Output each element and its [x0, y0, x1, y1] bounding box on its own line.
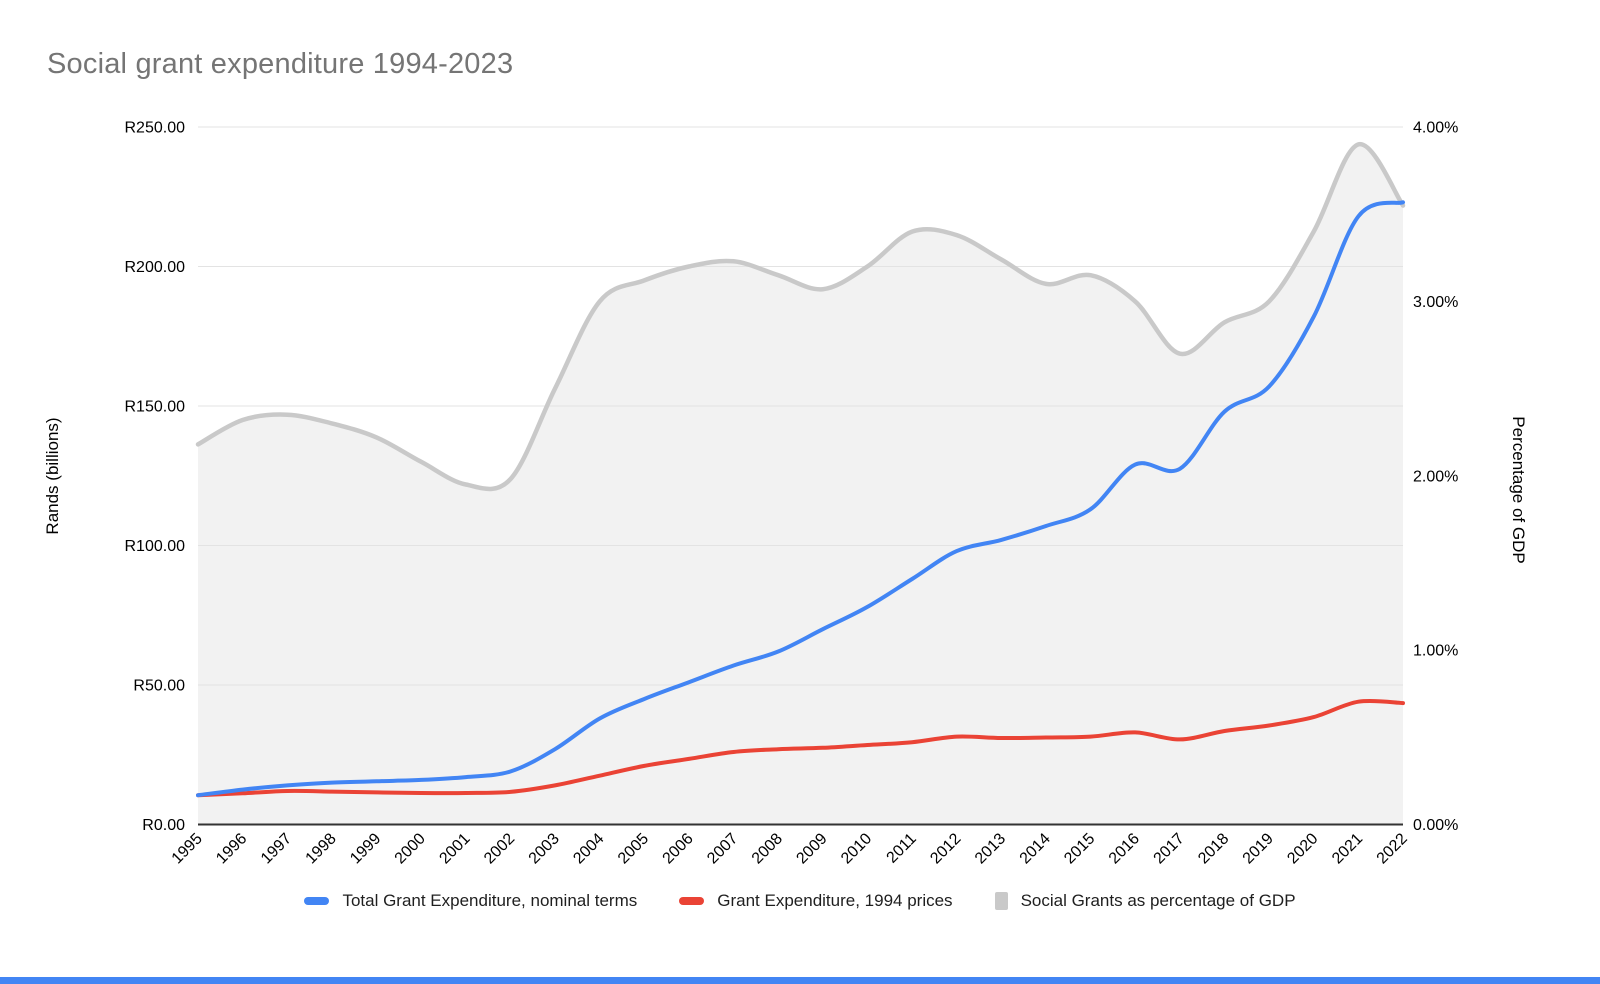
x-axis-tick-label: 2005: [615, 830, 652, 867]
x-axis-tick-label: 1999: [347, 830, 384, 867]
x-axis-tick-label: 2006: [660, 830, 697, 867]
left-axis-title: Rands (billions): [43, 417, 62, 534]
right-axis-tick-label: 4.00%: [1413, 120, 1458, 137]
chart-plot-area: R0.00 R50.00 R100.00 R150.00 R200.00 R250.00 0…: [43, 120, 1528, 868]
chart-legend: Total Grant Expenditure, nominal terms G…: [0, 891, 1600, 911]
x-axis-tick-label: 2001: [436, 830, 473, 867]
left-axis-tick-label: R50.00: [133, 678, 185, 695]
right-axis-tick-label: 3.00%: [1413, 294, 1458, 311]
x-axis-tick-label: 2012: [927, 830, 964, 867]
x-axis-tick-label: 2020: [1284, 830, 1321, 867]
x-axis-tick-label: 1995: [169, 830, 206, 867]
x-axis-tick-label: 2016: [1106, 830, 1143, 867]
x-axis-tick-label: 2013: [972, 830, 1009, 867]
x-axis-tick-label: 2004: [570, 830, 607, 867]
legend-item-nominal[interactable]: Total Grant Expenditure, nominal terms: [304, 891, 637, 911]
legend-label-gdp: Social Grants as percentage of GDP: [1020, 891, 1296, 910]
x-axis-tick-label: 2017: [1151, 830, 1188, 867]
x-axis-tick-label: 2003: [526, 830, 563, 867]
left-axis-tick-label: R150.00: [125, 399, 186, 416]
x-axis-tick-label: 2021: [1329, 830, 1366, 867]
right-axis-title: Percentage of GDP: [1509, 416, 1528, 563]
x-axis-tick-label: 2015: [1061, 830, 1098, 867]
right-axis-tick-label: 1.00%: [1413, 643, 1458, 660]
x-axis-tick-label: 2010: [838, 830, 875, 867]
series-line-nominal: [196, 200, 1405, 798]
x-axis-tick-label: 2002: [481, 830, 518, 867]
left-axis-tick-label: R100.00: [125, 538, 186, 555]
series-area-gdp-fill: [198, 144, 1403, 825]
x-axis-tick-label: 2008: [749, 830, 786, 867]
right-axis-tick-label: 0.00%: [1413, 817, 1458, 834]
x-axis-tick-label: 2022: [1374, 830, 1411, 867]
series-line-real: [196, 698, 1405, 798]
legend-label-real: Grant Expenditure, 1994 prices: [717, 891, 953, 910]
x-axis-tick-label: 1996: [213, 830, 250, 867]
legend-swatch-real-icon: [679, 897, 705, 905]
x-axis-tick-label: 2014: [1017, 830, 1054, 867]
x-axis-tick-label: 2007: [704, 830, 741, 867]
x-axis-tick-label: 2009: [793, 830, 830, 867]
series-line-gdp: [195, 142, 1406, 492]
legend-label-nominal: Total Grant Expenditure, nominal terms: [342, 891, 638, 910]
x-axis-tick-label: 2019: [1240, 830, 1277, 867]
x-axis-tick-label: 2018: [1195, 830, 1232, 867]
legend-item-gdp[interactable]: Social Grants as percentage of GDP: [994, 891, 1296, 911]
chart-title: Social grant expenditure 1994-2023: [47, 48, 514, 80]
right-axis-tick-label: 2.00%: [1413, 468, 1458, 485]
legend-item-real[interactable]: Grant Expenditure, 1994 prices: [679, 891, 953, 911]
x-axis-tick-label: 1997: [258, 830, 295, 867]
left-axis-tick-label: R200.00: [125, 259, 186, 276]
x-axis-tick-label: 1998: [303, 830, 340, 867]
left-axis-tick-label: R0.00: [142, 817, 185, 834]
x-axis-tick-label: 2011: [884, 830, 920, 866]
x-axis-tick-label: 2000: [392, 830, 429, 867]
legend-swatch-gdp-icon: [994, 892, 1008, 910]
bottom-accent-bar: [0, 977, 1600, 984]
legend-swatch-nominal-icon: [304, 897, 330, 905]
left-axis-tick-label: R250.00: [125, 120, 186, 137]
